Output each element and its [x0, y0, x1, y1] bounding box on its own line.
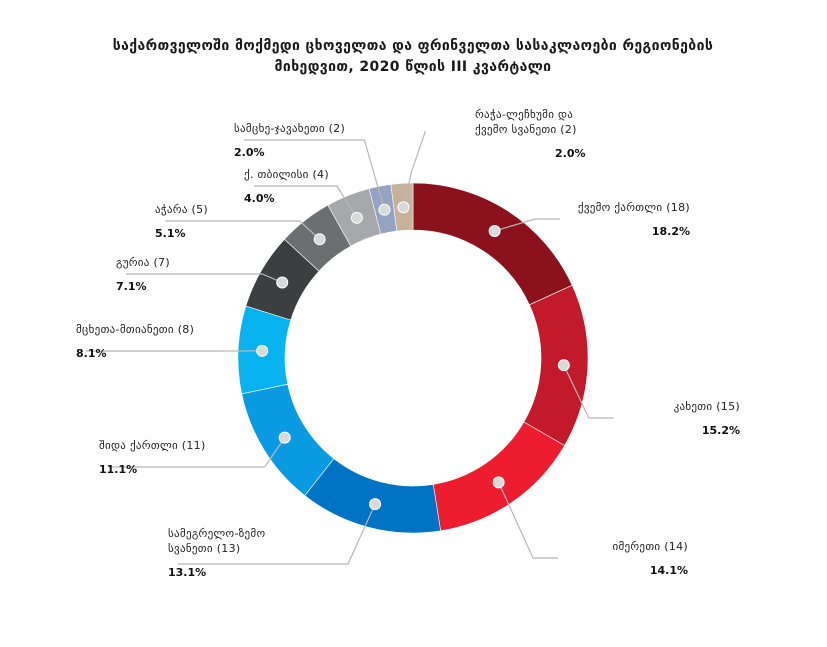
leader-line-1: [494, 218, 560, 232]
slice-marker-dot-10: [378, 203, 391, 216]
slice-percent-8: 5.1%: [155, 227, 186, 240]
slice-label-10-line-1: სამცხე-ჯავახეთი (2): [234, 122, 345, 135]
chart-title-line-1: საქართველოში მოქმედი ცხოველთა და ფრინველ…: [113, 38, 713, 54]
slice-percent-6: 8.1%: [76, 347, 107, 360]
slice-marker-dot-9: [350, 211, 363, 224]
leader-line-2: [563, 364, 614, 419]
chart-title: საქართველოში მოქმედი ცხოველთა და ფრინველ…: [113, 38, 713, 75]
slice-marker-dot-11: [397, 201, 410, 214]
slice-percent-1: 18.2%: [652, 225, 690, 238]
leader-line-9: [254, 185, 358, 219]
leader-line-3: [498, 482, 558, 559]
slice-label-5-line-1: შიდა ქართლი (11): [99, 439, 206, 452]
slice-marker-dot-8: [313, 233, 326, 246]
slice-label-3-line-1: იმერეთი (14): [612, 540, 688, 553]
leader-line-11: [402, 130, 426, 208]
slice-percent-3: 14.1%: [650, 564, 688, 577]
leader-line-7: [126, 273, 283, 284]
slice-label-7-line-1: გურია (7): [116, 256, 170, 269]
slice-percent-2: 15.2%: [702, 424, 740, 437]
slice-percent-9: 4.0%: [244, 192, 275, 205]
slice-percent-5: 11.1%: [99, 463, 137, 476]
leader-lines: [86, 130, 614, 565]
slice-label-6-line-1: მცხეთა-მთიანეთი (8): [76, 323, 194, 336]
slice-percent-7: 7.1%: [116, 280, 147, 293]
leader-line-10: [244, 139, 385, 210]
slice-marker-dot-2: [557, 359, 570, 372]
slice-marker-dot-1: [488, 224, 501, 237]
slice-label-11-line-1: რაჭა-ლეჩხუმი და: [475, 108, 573, 121]
slice-marker-dot-4: [369, 498, 382, 511]
slice-marker-dot-7: [276, 276, 289, 289]
leader-line-8: [165, 220, 321, 240]
leader-line-5: [109, 437, 286, 468]
chart-title-line-2: მიხედვით, 2020 წლის III კვარტალი: [275, 59, 552, 75]
leader-line-4: [178, 503, 376, 565]
slice-percent-10: 2.0%: [234, 146, 265, 159]
slice-label-11-line-2: ქვემო სვანეთი (2): [475, 123, 577, 136]
slice-percent-4: 13.1%: [168, 566, 206, 579]
slice-label-1-line-1: ქვემო ქართლი (18): [578, 201, 690, 214]
slice-marker-dot-3: [492, 476, 505, 489]
slice-label-8-line-1: აჭარა (5): [155, 203, 208, 216]
slice-label-4-line-2: სვანეთი (13): [168, 542, 240, 555]
slice-labels: ქვემო ქართლი (18) 18.2% კახეთი (15) 15.2% იმ…: [76, 108, 740, 579]
slice-label-2-line-1: კახეთი (15): [674, 400, 740, 413]
slice-label-9-line-1: ქ. თბილისი (4): [244, 168, 329, 181]
slice-label-4-line-1: სამეგრელო-ზემო: [168, 527, 265, 540]
slice-marker-dot-6: [256, 344, 269, 357]
slice-marker-dot-5: [278, 431, 291, 444]
slice-percent-11: 2.0%: [555, 147, 586, 160]
